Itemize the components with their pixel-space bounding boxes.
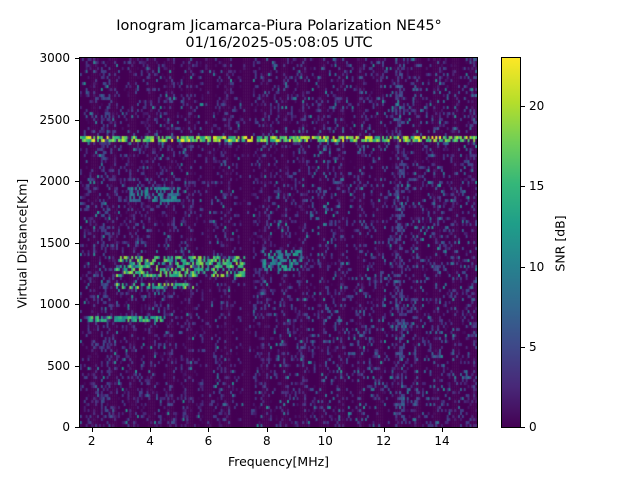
chart-subtitle: 01/16/2025-05:08:05 UTC (185, 35, 373, 51)
colorbar-tick-mark (521, 346, 525, 348)
x-tick-label: 12 (375, 434, 392, 448)
colorbar-label: SNR [dB] (552, 215, 568, 272)
x-tick-label: 6 (204, 434, 213, 448)
colorbar-tick-label: 0 (529, 420, 537, 434)
x-tick-mark (91, 427, 93, 432)
colorbar (501, 57, 521, 428)
x-tick-label: 14 (434, 434, 450, 448)
x-tick-label: 10 (317, 434, 333, 448)
y-tick-label: 1000 (39, 297, 70, 311)
colorbar-tick-mark (521, 186, 525, 188)
x-tick-label: 8 (262, 434, 271, 448)
y-tick-label: 1500 (39, 235, 70, 250)
colorbar-tick-label: 20 (529, 99, 545, 114)
colorbar-tick-mark (521, 266, 525, 268)
y-tick-mark (75, 427, 80, 428)
x-tick-mark (150, 427, 152, 432)
y-tick-mark (75, 304, 80, 305)
y-tick-label: 2500 (39, 112, 70, 127)
colorbar-tick-label: 5 (529, 339, 537, 354)
ionogram-heatmap (79, 57, 478, 428)
x-tick-mark (266, 427, 268, 432)
x-axis-label: Frequency[MHz] (227, 454, 330, 469)
y-axis-label: Virtual Distance[Km] (14, 178, 30, 309)
y-tick-mark (75, 242, 80, 244)
x-tick-mark (441, 427, 443, 432)
y-tick-label: 2000 (39, 174, 70, 188)
y-tick-label: 0 (62, 420, 70, 434)
x-tick-label: 2 (87, 434, 96, 448)
x-tick-mark (208, 427, 210, 432)
x-tick-mark (383, 427, 385, 432)
y-tick-mark (75, 365, 80, 367)
x-tick-label: 4 (146, 434, 154, 448)
colorbar-tick-label: 10 (529, 259, 545, 274)
y-tick-mark (75, 58, 80, 59)
y-tick-label: 3000 (39, 51, 70, 65)
y-tick-mark (75, 119, 80, 121)
colorbar-tick-mark (521, 106, 525, 108)
colorbar-tick-mark (521, 427, 525, 428)
chart-title: Ionogram Jicamarca-Piura Polarization NE… (116, 18, 442, 34)
x-tick-mark (325, 427, 327, 432)
y-tick-mark (75, 181, 80, 182)
colorbar-tick-label: 15 (529, 179, 545, 194)
y-tick-label: 500 (47, 358, 70, 373)
